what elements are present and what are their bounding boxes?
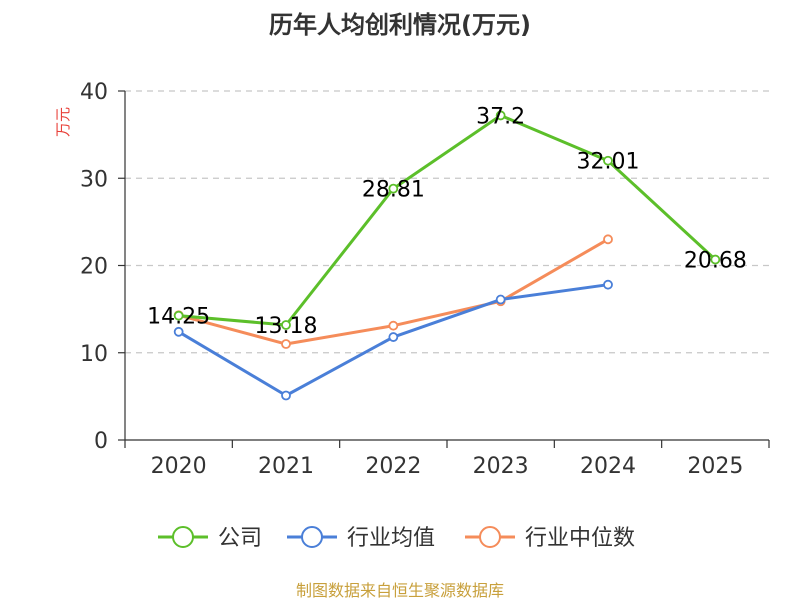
data-point[interactable]	[173, 326, 184, 337]
y-axis-label: 万元	[54, 107, 72, 137]
data-point[interactable]	[388, 320, 399, 331]
data-labels: 14.25 13.18 28.81 37.2 32.01 20.68	[147, 104, 747, 339]
data-point[interactable]	[603, 234, 613, 245]
y-tick-labels: 0 10 20 30 40	[80, 80, 108, 454]
legend-label: 行业均值	[347, 526, 435, 551]
data-label: 20.68	[684, 249, 747, 274]
data-point[interactable]	[281, 320, 291, 330]
chart-title: 历年人均创利情况(万元)	[269, 11, 531, 39]
y-tick-label: 10	[80, 342, 108, 367]
legend-item-0[interactable]: 公司	[158, 526, 262, 551]
y-tick-label: 20	[80, 255, 108, 280]
y-tick-label: 0	[94, 429, 108, 454]
x-tick-labels: 2020 2021 2022 2023 2024 2025	[151, 454, 744, 479]
x-tick-label: 2023	[473, 454, 529, 479]
x-tick-label: 2022	[365, 454, 421, 479]
series-line-0	[178, 113, 717, 327]
legend-item-2[interactable]: 行业中位数	[465, 526, 635, 551]
data-point[interactable]	[388, 183, 399, 194]
y-tick-label: 30	[80, 167, 108, 192]
axes	[118, 90, 770, 448]
data-point[interactable]	[603, 155, 613, 166]
data-point[interactable]	[495, 294, 506, 305]
legend-item-1[interactable]: 行业均值	[287, 526, 435, 551]
data-point[interactable]	[495, 110, 506, 121]
legend-label: 公司	[218, 526, 262, 551]
data-label: 37.2	[476, 104, 525, 129]
data-label: 32.01	[577, 150, 640, 175]
data-point[interactable]	[710, 254, 721, 265]
data-point[interactable]	[388, 332, 399, 342]
source-note: 制图数据来自恒生聚源数据库	[296, 581, 504, 600]
data-label: 28.81	[362, 178, 425, 203]
legend-marker	[479, 526, 501, 548]
legend-label: 行业中位数	[525, 526, 635, 551]
data-point[interactable]	[173, 310, 184, 321]
data-point[interactable]	[281, 390, 291, 401]
x-tick-label: 2020	[151, 454, 207, 479]
data-label: 13.18	[255, 314, 318, 339]
legend-marker	[172, 526, 194, 548]
x-tick-label: 2021	[258, 454, 314, 479]
y-tick-label: 40	[80, 80, 108, 105]
data-point[interactable]	[603, 279, 613, 290]
legend-marker	[301, 526, 323, 548]
series-group	[173, 110, 721, 401]
x-tick-label: 2025	[687, 454, 743, 479]
x-tick-label: 2024	[580, 454, 636, 479]
data-label: 14.25	[147, 305, 210, 330]
data-point[interactable]	[281, 339, 291, 349]
legend[interactable]: 公司 行业均值 行业中位数	[158, 526, 635, 551]
grid-lines	[125, 90, 769, 354]
